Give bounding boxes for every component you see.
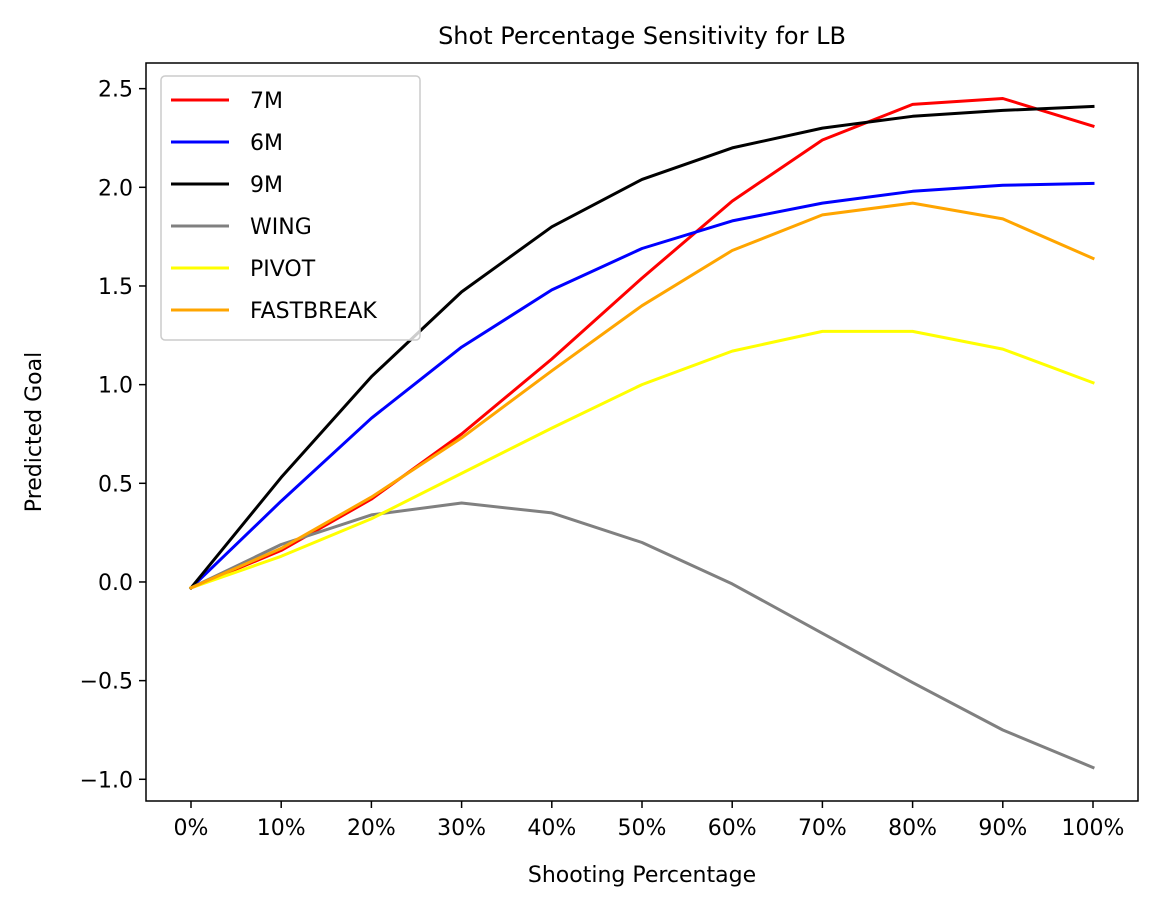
x-tick-label: 100% <box>1062 816 1125 841</box>
x-tick-label: 30% <box>437 816 486 841</box>
y-tick-label: 1.5 <box>98 275 133 300</box>
y-tick-label: 2.0 <box>98 176 133 201</box>
chart-title: Shot Percentage Sensitivity for LB <box>438 22 846 50</box>
series-line-wing <box>188 501 1095 770</box>
legend: 7M 6M 9M WING PIVOT FASTBREAK <box>160 75 421 341</box>
legend-label: 6M <box>250 131 283 156</box>
series-layer <box>188 97 1095 770</box>
series-line-7m <box>189 97 1095 590</box>
y-tick-label: −0.5 <box>80 670 133 695</box>
series-line-6m <box>188 181 1095 591</box>
series-line-9m <box>188 104 1095 591</box>
legend-label: PIVOT <box>250 257 316 282</box>
y-tick-label: 0.0 <box>98 571 133 596</box>
x-tick-label: 0% <box>174 816 209 841</box>
series-line-pivot <box>189 329 1095 590</box>
x-tick-label: 80% <box>888 816 937 841</box>
x-tick-label: 10% <box>257 816 306 841</box>
legend-label: FASTBREAK <box>250 299 377 324</box>
legend-label: 9M <box>250 173 283 198</box>
y-tick-label: 1.0 <box>98 374 133 399</box>
y-tick-label: −1.0 <box>80 768 133 793</box>
y-tick-label: 0.5 <box>98 472 133 497</box>
x-tick-label: 60% <box>708 816 757 841</box>
x-tick-label: 40% <box>527 816 576 841</box>
x-tick-label: 20% <box>347 816 396 841</box>
x-tick-label: 90% <box>978 816 1027 841</box>
legend-label: WING <box>250 215 312 240</box>
x-axis: 0% 10% 20% 30% 40% 50% 60% 70% 80% 90% 100% <box>174 801 1125 841</box>
legend-label: 7M <box>250 89 283 114</box>
y-tick-label: 2.5 <box>98 78 133 103</box>
series-line-fastbreak <box>189 201 1095 590</box>
x-tick-label: 50% <box>618 816 667 841</box>
x-tick-label: 70% <box>798 816 847 841</box>
x-axis-label: Shooting Percentage <box>528 863 756 888</box>
y-axis: −1.0 −0.5 0.0 0.5 1.0 1.5 2.0 2.5 <box>80 78 146 793</box>
y-axis-label: Predicted Goal <box>22 352 47 512</box>
